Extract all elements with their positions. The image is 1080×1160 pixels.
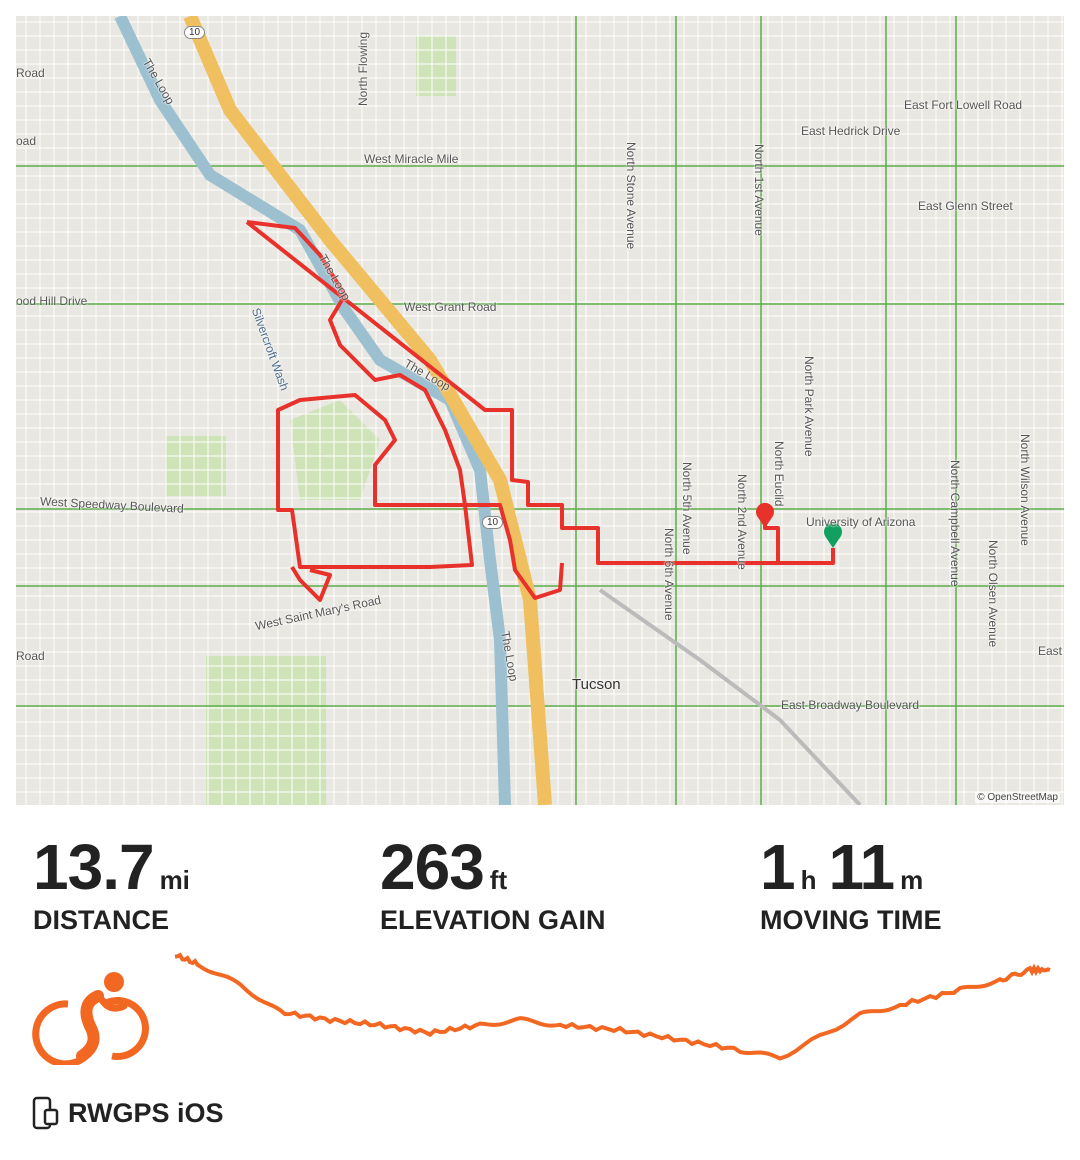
golf-course [290, 400, 380, 500]
street-label: North 5th Avenue [680, 462, 694, 555]
park [416, 36, 456, 96]
elevation-stat: 263 ft [380, 830, 519, 904]
route-line [245, 220, 835, 565]
street-label: East Glenn Street [918, 199, 1013, 213]
street-label: East Fort Lowell Road [904, 98, 1023, 112]
highway-shield: 10 [482, 516, 504, 529]
distance-value: 13.7 [33, 831, 155, 903]
street-label: North Olsen Avenue [986, 540, 1000, 648]
end-marker [756, 502, 774, 528]
park [166, 436, 226, 496]
street-label: North Stone Avenue [624, 142, 638, 250]
hours-value: 1 [760, 831, 796, 903]
street-label: East Broadway Boulevard [781, 698, 920, 712]
street-label: North 1st Avenue [752, 144, 766, 236]
moving-time-stat: 1 h 11 m [760, 830, 935, 904]
elevation-unit: ft [489, 865, 508, 895]
device-label: RWGPS iOS [68, 1097, 224, 1128]
street-label: North 6th Avenue [662, 528, 676, 621]
elevation-line [174, 952, 1051, 1061]
street-label: East Hedrick Drive [801, 124, 901, 138]
street-label: North Flowing [356, 31, 370, 106]
distance-stat: 13.7 mi [33, 830, 202, 904]
street-label: North Wilson Avenue [1018, 434, 1032, 546]
start-marker [823, 522, 842, 548]
street-label: East [1038, 644, 1063, 658]
street-label: Road [16, 649, 45, 663]
park [206, 656, 326, 805]
place-label: University of Arizona [806, 515, 916, 529]
street-label: oad [16, 134, 37, 148]
river [114, 16, 511, 805]
street-label: North Park Avenue [802, 356, 816, 457]
railroad [598, 588, 862, 805]
street-label: West Grant Road [404, 300, 497, 314]
elevation-value: 263 [380, 831, 485, 903]
minutes-value: 11 [828, 831, 895, 903]
elevation-profile [174, 952, 1051, 1061]
distance-label: DISTANCE [33, 905, 170, 935]
minutes-unit: m [900, 865, 924, 895]
route-line [246, 220, 564, 600]
route-line [290, 565, 332, 602]
highway [183, 16, 552, 805]
map-canvas [16, 16, 1064, 805]
street-label: West Miracle Mile [364, 152, 459, 166]
moving-time-label: MOVING TIME [760, 905, 942, 935]
device-info: RWGPS iOS [32, 1096, 224, 1130]
map-attribution[interactable]: © OpenStreetMap [975, 792, 1060, 803]
street-label: North Euclid [772, 441, 786, 507]
elevation-label: ELEVATION GAIN [380, 905, 606, 935]
street-label: Road [16, 66, 45, 80]
place-label: Tucson [572, 676, 621, 693]
street-label: ood Hill Drive [16, 294, 88, 308]
hours-unit: h [800, 865, 817, 895]
street-label: North 2nd Avenue [735, 474, 749, 570]
phone-watch-icon [32, 1096, 59, 1130]
route-map[interactable]: West Miracle Mile West Grant Road West S… [16, 16, 1064, 805]
street-label: North Campbell Avenue [948, 460, 962, 587]
highway-shield: 10 [184, 26, 206, 39]
cyclist-icon [32, 972, 149, 1065]
distance-unit: mi [159, 865, 190, 895]
